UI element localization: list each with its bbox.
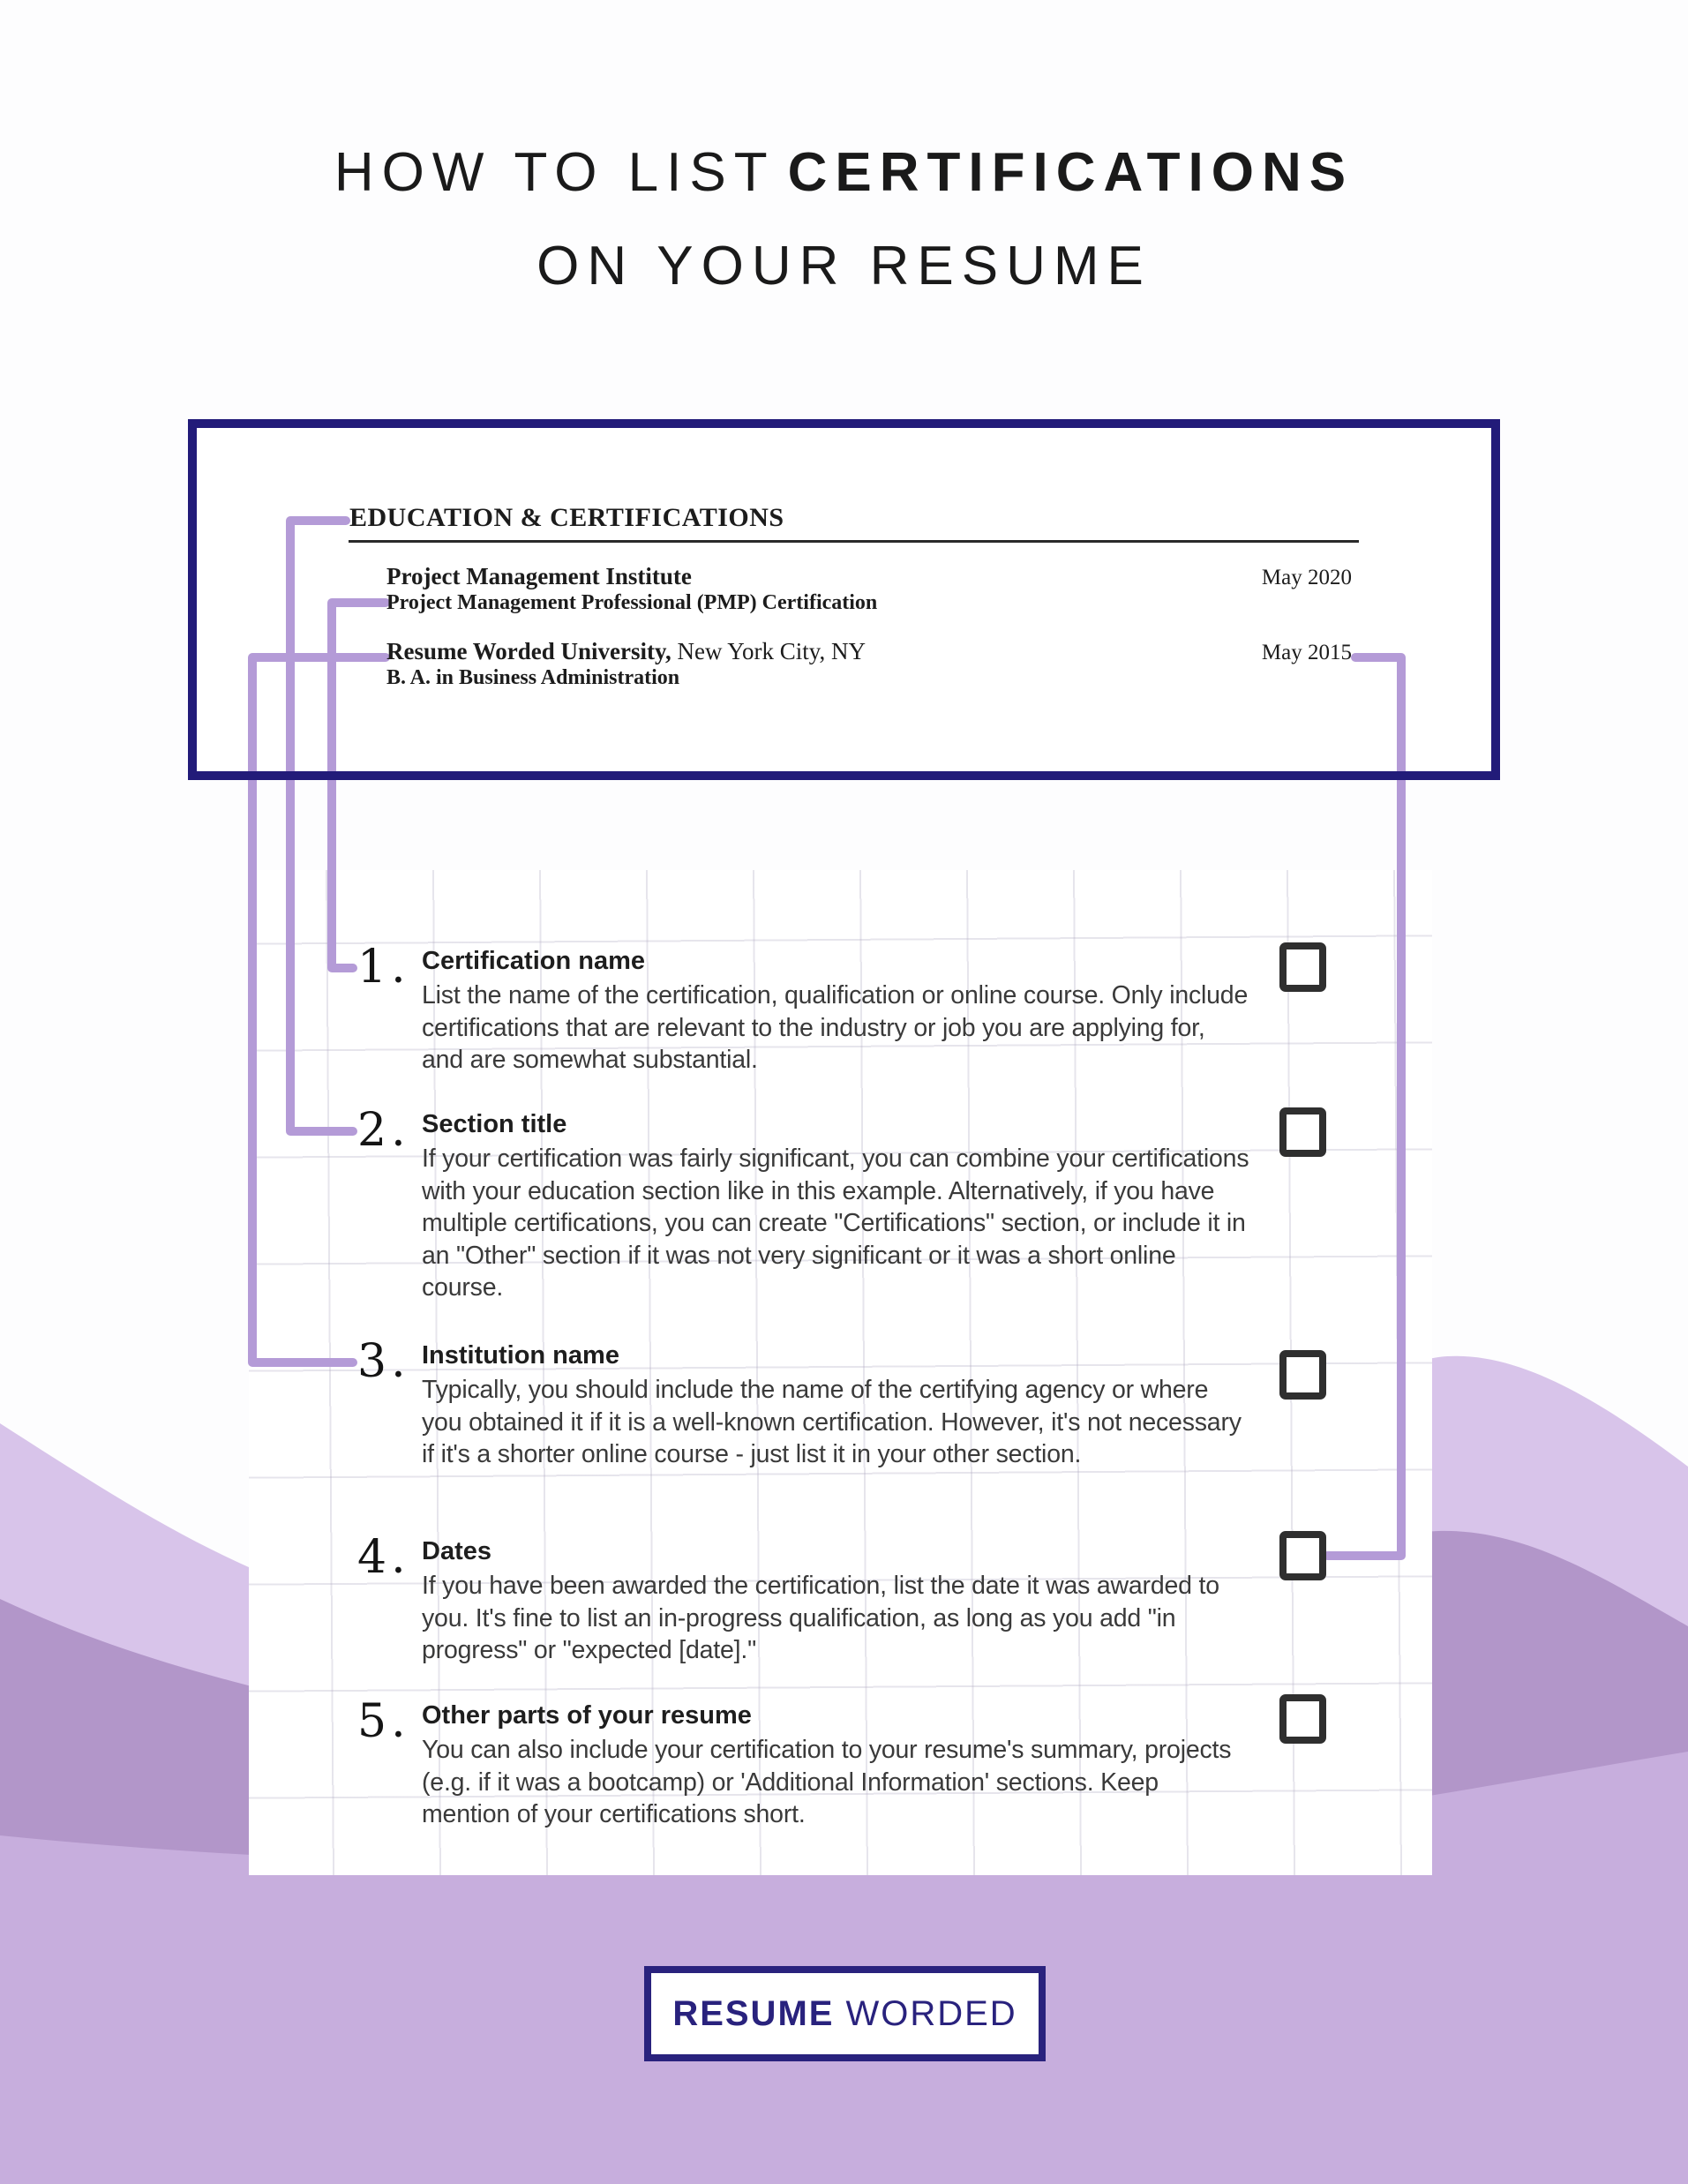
resume-entry-2: Resume Worded University, New York City,… bbox=[386, 638, 1352, 665]
item-4-number: 4. bbox=[357, 1531, 410, 1584]
checklist-panel bbox=[249, 870, 1432, 1875]
page-title-light: HOW TO LIST bbox=[334, 142, 776, 203]
connector-certification-name bbox=[327, 598, 390, 972]
item-5-description: You can also include your certification … bbox=[422, 1736, 1232, 1828]
resume-section-heading: EDUCATION & CERTIFICATIONS bbox=[349, 503, 784, 532]
entry-2-date: May 2015 bbox=[1261, 641, 1352, 664]
entry-1-date: May 2020 bbox=[1261, 566, 1352, 589]
checkbox-icon-1[interactable] bbox=[1279, 942, 1326, 992]
connector-dates bbox=[1323, 653, 1406, 1560]
item-2-title: Section title bbox=[422, 1110, 567, 1138]
item-3-title: Institution name bbox=[422, 1341, 619, 1370]
entry-2-credential: B. A. in Business Administration bbox=[386, 666, 680, 689]
item-5-title: Other parts of your resume bbox=[422, 1701, 752, 1730]
brand-logo-bold: RESUME bbox=[672, 1993, 835, 2033]
item-4-description: If you have been awarded the certificati… bbox=[422, 1572, 1219, 1664]
connector-institution-name bbox=[248, 653, 390, 1367]
item-1-description: List the name of the certification, qual… bbox=[422, 981, 1249, 1074]
brand-logo: RESUME WORDED bbox=[644, 1966, 1046, 2061]
item-1-number: 1. bbox=[357, 941, 410, 994]
checkbox-icon-3[interactable] bbox=[1279, 1350, 1326, 1400]
page-title-bold: CERTIFICATIONS bbox=[787, 142, 1354, 203]
entry-2-location: New York City, NY bbox=[671, 638, 867, 664]
checkbox-icon-4[interactable] bbox=[1279, 1531, 1326, 1580]
item-3-description: Typically, you should include the name o… bbox=[422, 1376, 1242, 1468]
resume-heading-rule bbox=[349, 540, 1359, 543]
entry-2-org: Resume Worded University, bbox=[386, 638, 671, 664]
item-1-title: Certification name bbox=[422, 947, 645, 975]
item-4-title: Dates bbox=[422, 1537, 491, 1565]
item-3-number: 3. bbox=[357, 1335, 410, 1388]
brand-logo-light: WORDED bbox=[845, 1993, 1017, 2033]
page-title-line1: HOW TO LIST CERTIFICATIONS bbox=[0, 141, 1688, 204]
item-2-number: 2. bbox=[357, 1104, 410, 1157]
checkbox-icon-5[interactable] bbox=[1279, 1694, 1326, 1744]
item-2-description: If your certification was fairly signifi… bbox=[422, 1145, 1249, 1302]
connector-section-title bbox=[286, 516, 357, 1136]
resume-entry-1: Project Management Institute May 2020 bbox=[386, 563, 1352, 590]
entry-1-org: Project Management Institute bbox=[386, 563, 692, 589]
item-5-number: 5. bbox=[357, 1695, 410, 1748]
checkbox-icon-2[interactable] bbox=[1279, 1107, 1326, 1157]
page-title-line2: ON YOUR RESUME bbox=[536, 236, 1152, 296]
resume-example-card bbox=[188, 419, 1500, 780]
entry-1-credential: Project Management Professional (PMP) Ce… bbox=[386, 591, 878, 614]
